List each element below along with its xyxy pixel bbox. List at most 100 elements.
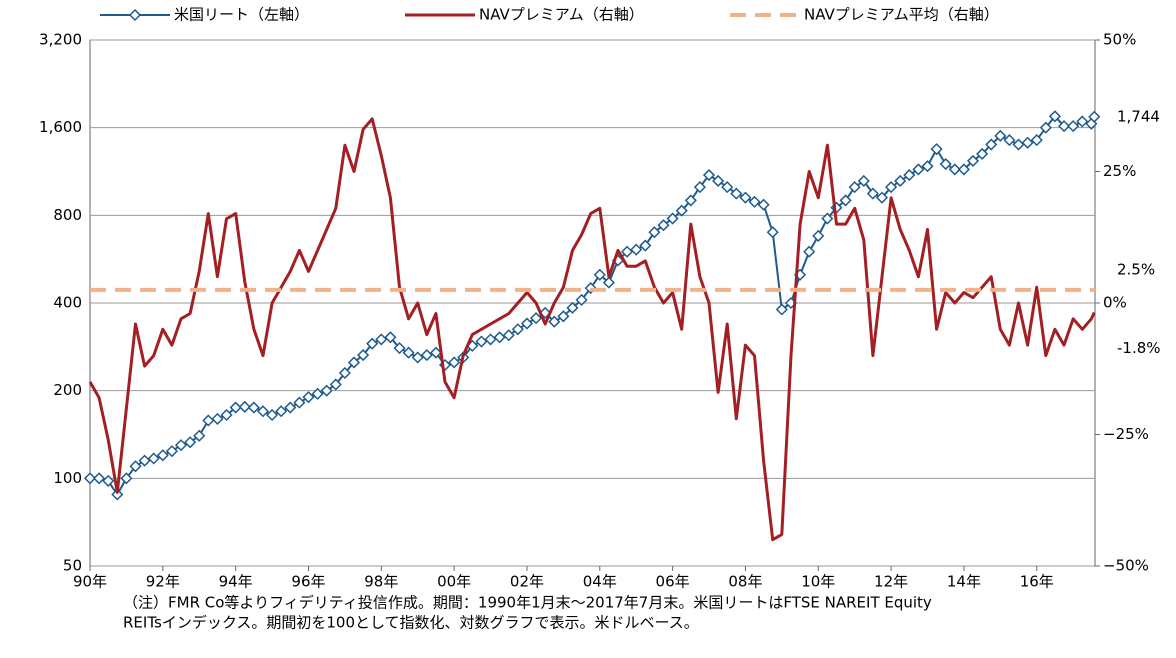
point-marker [657, 219, 670, 232]
point-marker [766, 226, 779, 239]
note: REITsインデックス。期間初を100として指数化、対数グラフで表示。米ドルベー… [123, 614, 699, 632]
point-marker [1003, 134, 1016, 147]
point-marker [384, 331, 397, 344]
point-marker [302, 391, 315, 404]
point-marker [957, 163, 970, 176]
point-marker [402, 346, 415, 359]
y2-tick-label: 25% [1103, 162, 1136, 180]
point-marker [475, 335, 488, 348]
point-marker [448, 356, 461, 369]
point-marker [1039, 121, 1052, 134]
y2-tick-label: 0% [1103, 294, 1127, 312]
point-marker [775, 303, 788, 316]
x-tick-label: 16年 [1020, 573, 1054, 591]
point-marker [721, 181, 734, 194]
point-marker [666, 212, 679, 225]
series-line [88, 117, 1096, 542]
point-marker [529, 312, 543, 325]
y-tick-label: 1,600 [39, 118, 82, 136]
point-marker [994, 129, 1007, 142]
point-marker [338, 366, 351, 380]
point-marker [393, 342, 406, 355]
series-line [90, 115, 1096, 496]
point-marker [284, 401, 297, 414]
point-marker [520, 317, 534, 330]
legend-label: NAVプレミアム平均（右軸） [804, 6, 999, 24]
point-marker [202, 414, 215, 427]
point-marker [93, 472, 106, 485]
x-tick-label: 90年 [73, 573, 107, 591]
point-marker [757, 198, 770, 211]
point-marker [602, 276, 615, 289]
point-marker [621, 245, 634, 258]
point-marker [848, 181, 861, 194]
y-tick-label: 50 [63, 557, 82, 575]
point-marker [429, 346, 442, 359]
point-marker [502, 329, 515, 342]
x-tick-label: 04年 [583, 573, 617, 591]
legend-marker [128, 8, 142, 22]
x-tick-label: 02年 [510, 573, 544, 591]
note: （注）FMR Co等よりフィデリティ投信作成。期間：1990年1月末～2017年… [123, 594, 932, 612]
point-marker [675, 204, 688, 217]
point-marker [1048, 110, 1062, 123]
point-marker [238, 400, 251, 413]
point-marker [684, 194, 697, 207]
point-marker [930, 143, 943, 156]
legend-label: 米国リート（左軸） [174, 6, 309, 24]
point-marker [739, 191, 752, 204]
point-marker [976, 147, 989, 160]
point-marker [812, 229, 825, 242]
point-marker [866, 187, 879, 200]
point-marker [1088, 110, 1101, 123]
legend-label: NAVプレミアム（右軸） [479, 6, 644, 24]
point-marker [511, 323, 524, 336]
point-marker [147, 452, 160, 465]
point-marker [320, 384, 333, 397]
point-marker [184, 436, 197, 449]
point-marker [229, 401, 242, 414]
point-marker [347, 356, 361, 369]
point-marker [712, 174, 725, 188]
point-marker [1057, 120, 1071, 133]
point-marker [857, 174, 870, 188]
point-marker [165, 445, 178, 458]
point-marker [247, 401, 260, 414]
point-marker [639, 239, 652, 252]
point-marker [375, 333, 388, 346]
point-marker [894, 174, 907, 188]
point-marker [648, 226, 661, 239]
point-marker [566, 301, 579, 314]
point-marker [948, 163, 961, 176]
point-marker [575, 293, 588, 306]
point-marker [357, 349, 370, 362]
x-tick-label: 98年 [364, 573, 398, 591]
x-tick-label: 10年 [801, 573, 835, 591]
point-marker [484, 333, 497, 346]
point-marker [211, 412, 224, 425]
point-marker [1030, 134, 1043, 147]
point-marker [138, 454, 151, 467]
point-marker [266, 408, 279, 422]
y-tick-label: 200 [53, 381, 82, 399]
y2-tick-label: −50% [1103, 557, 1149, 575]
x-tick-label: 14年 [947, 573, 981, 591]
x-tick-label: 06年 [656, 573, 690, 591]
point-marker [593, 268, 606, 281]
x-tick-label: 96年 [291, 573, 325, 591]
point-marker [256, 405, 270, 418]
y2-tick-label: −25% [1103, 425, 1149, 443]
x-tick-label: 94年 [219, 573, 253, 591]
point-marker [921, 160, 934, 173]
point-marker [1012, 138, 1025, 151]
point-marker [311, 387, 324, 400]
point-marker [120, 472, 133, 485]
annotation: 1,744 [1117, 107, 1160, 125]
point-marker [748, 195, 761, 208]
x-tick-label: 08年 [728, 573, 762, 591]
point-marker [557, 310, 570, 323]
point-marker [548, 315, 561, 328]
point-marker [903, 168, 916, 182]
point-marker [985, 138, 998, 151]
